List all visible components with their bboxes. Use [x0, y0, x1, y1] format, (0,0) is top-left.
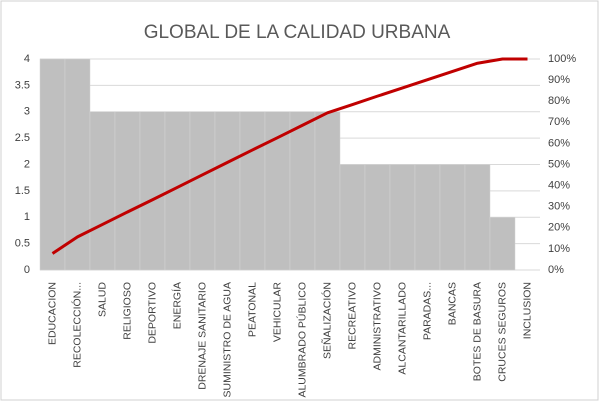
x-tick-label: ENERGÍA	[170, 282, 183, 329]
x-tick-label: BANCAS	[446, 282, 458, 325]
x-tick-label: RECOLECCIÓN...	[70, 282, 83, 368]
y2-tick-label: 80%	[548, 95, 570, 107]
x-tick-label: SUMINISTRO DE AGUA	[221, 282, 233, 398]
y2-tick-label: 50%	[548, 158, 570, 170]
x-tick-label: INCLUSION	[521, 282, 533, 339]
bar	[89, 111, 116, 271]
bar	[139, 111, 166, 271]
y-tick-label: 0	[24, 264, 30, 276]
bar	[339, 164, 366, 271]
bar	[439, 164, 466, 271]
y2-tick-label: 70%	[548, 116, 570, 128]
y2-tick-label: 40%	[548, 180, 570, 192]
y-tick-label: 2	[24, 158, 30, 170]
x-tick-label: VEHICULAR	[271, 282, 283, 343]
x-tick-label: RECREATIVO	[346, 282, 358, 349]
x-tick-label: CRUCES SEGUROS	[496, 282, 508, 382]
bar	[214, 111, 241, 271]
x-tick-label: RELIGIOSO	[121, 282, 133, 340]
y2-tick-label: 60%	[548, 137, 570, 149]
chart-title: GLOBAL DE LA CALIDAD URBANA	[144, 22, 451, 43]
y2-tick-label: 90%	[548, 74, 570, 86]
x-tick-label: ADMINISTRATIVO	[371, 282, 383, 370]
bar	[464, 164, 491, 271]
x-tick-label: DRENAJE SANITARIO	[196, 282, 208, 390]
bar	[314, 111, 341, 271]
x-tick-label: DEPORTIVO	[146, 282, 158, 344]
x-tick-label: PEATONAL	[246, 282, 258, 337]
y2-tick-label: 0%	[548, 264, 564, 276]
bar	[39, 58, 66, 271]
bar	[264, 111, 291, 271]
bar	[364, 164, 391, 271]
y2-tick-label: 30%	[548, 201, 570, 213]
x-tick-label: SEÑALIZACIÓN	[320, 282, 333, 359]
bar	[414, 164, 441, 271]
bar	[239, 111, 266, 271]
y-tick-label: 1	[24, 211, 30, 223]
cumulative-line	[51, 57, 528, 255]
y2-tick-label: 10%	[548, 243, 570, 255]
y-tick-label: 1.5	[15, 185, 30, 197]
x-tick-label: PARADAS...	[421, 282, 433, 340]
x-tick-label: BOTES DE BASURA	[471, 282, 483, 381]
bar	[64, 58, 91, 271]
x-tick-label: ALUMBRADO PÚBLICO	[295, 282, 308, 398]
y-tick-label: 0.5	[15, 238, 30, 250]
y-tick-label: 2.5	[15, 132, 30, 144]
bar	[189, 111, 216, 271]
bar	[489, 217, 516, 271]
x-tick-label: ALCANTARILLADO	[396, 282, 408, 375]
bar	[389, 164, 416, 271]
y2-tick-label: 100%	[548, 53, 576, 65]
bar	[289, 111, 316, 271]
y-tick-label: 3.5	[15, 79, 30, 91]
x-tick-label: EDUCACION	[46, 282, 58, 345]
y-tick-label: 3	[24, 106, 30, 118]
bar	[114, 111, 141, 271]
y2-tick-label: 20%	[548, 222, 570, 234]
y-tick-label: 4	[24, 53, 30, 65]
x-tick-label: SALUD	[96, 282, 108, 317]
